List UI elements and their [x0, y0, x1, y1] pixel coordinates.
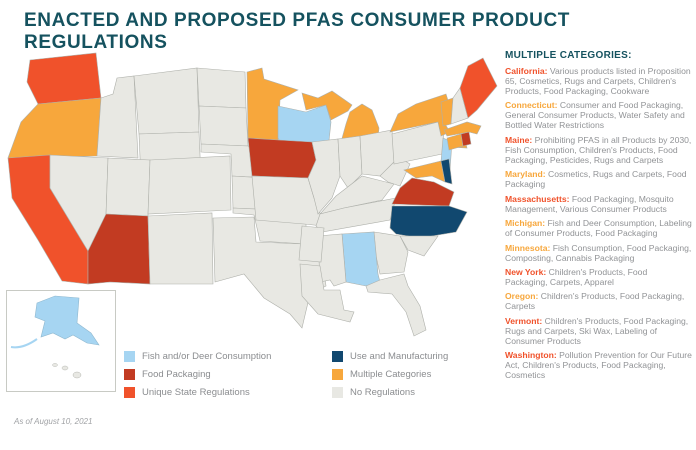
- state-entry-list: California: Various products listed in P…: [505, 66, 692, 381]
- state-new-mexico: [147, 212, 214, 285]
- state-entry: New York: Children's Products, Food Pack…: [505, 266, 692, 288]
- legend-label: Multiple Categories: [350, 368, 432, 380]
- state-entry-text: Children's Products, Food Packaging, Car…: [505, 266, 648, 287]
- legend-item: Use and Manufacturing: [332, 347, 448, 365]
- state-entry-text: Children's Products, Food Packaging, Car…: [505, 291, 685, 312]
- state-montana: [133, 67, 200, 135]
- legend-left-column: Fish and/or Deer Consumption Food Packag…: [124, 347, 271, 401]
- state-south-carolina: [399, 235, 439, 257]
- state-maine: [459, 57, 498, 119]
- alaska-aleutians: [10, 338, 38, 349]
- state-entry: Minnesota: Fish Consumption, Food Packag…: [505, 242, 692, 264]
- state-entry-text: Fish Consumption, Food Packaging, Compos…: [505, 242, 692, 263]
- state-entry-name: Vermont:: [505, 315, 543, 326]
- state-entry-text: Fish and Deer Consumption, Labeling of C…: [505, 218, 692, 239]
- state-entry-text: Prohibiting PFAS in all Products by 2030…: [505, 134, 692, 165]
- state-delaware: [440, 158, 453, 185]
- state-indiana: [337, 135, 363, 189]
- state-entry-text: Pollution Prevention for Our Future Act,…: [505, 350, 692, 381]
- state-entry: Washington: Pollution Prevention for Our…: [505, 350, 692, 381]
- alaska-hawaii-svg: [10, 295, 100, 379]
- state-entry-name: Minnesota:: [505, 242, 551, 253]
- state-hawaii-1: [52, 363, 58, 367]
- state-michigan-up: [301, 90, 353, 121]
- state-entry-text: Various products listed in Proposition 6…: [505, 66, 691, 96]
- state-colorado: [147, 155, 232, 215]
- state-utah: [105, 157, 151, 217]
- state-alabama: [341, 231, 381, 287]
- state-hawaii-3: [72, 371, 82, 379]
- sidebar-heading: MULTIPLE CATEGORIES:: [505, 50, 632, 61]
- state-entry: Michigan: Fish and Deer Consumption, Lab…: [505, 218, 692, 239]
- state-entry-name: Washington:: [505, 350, 557, 361]
- state-entry: Oregon: Children's Products, Food Packag…: [505, 291, 692, 312]
- legend-swatch: [124, 350, 135, 362]
- state-north-carolina: [389, 205, 468, 239]
- legend-item: Fish and/or Deer Consumption: [124, 347, 271, 365]
- state-louisiana: [299, 263, 355, 323]
- state-entry-name: California:: [505, 66, 548, 76]
- legend-swatch: [332, 386, 343, 398]
- state-entry-name: Maryland:: [505, 169, 546, 180]
- page-title: ENACTED AND PROPOSED PFAS CONSUMER PRODU…: [24, 10, 570, 53]
- legend-label: Use and Manufacturing: [350, 350, 449, 362]
- state-entry-text: Food Packaging, Mosquito Management, Var…: [505, 193, 674, 214]
- legend-label: Food Packaging: [142, 368, 211, 380]
- state-iowa: [247, 137, 317, 179]
- state-arkansas: [298, 225, 325, 263]
- legend-item: Multiple Categories: [332, 365, 448, 383]
- state-entry-name: New York:: [505, 266, 547, 277]
- state-entry: Maine: Prohibiting PFAS in all Products …: [505, 134, 692, 166]
- legend-item: Unique State Regulations: [124, 383, 271, 401]
- state-alaska: [34, 295, 100, 346]
- state-idaho: [96, 75, 139, 159]
- state-rhode-island: [460, 131, 472, 147]
- state-hawaii-2: [61, 365, 69, 371]
- state-florida: [365, 273, 427, 337]
- state-maryland: [403, 160, 446, 183]
- legend-swatch: [124, 368, 135, 380]
- state-entry-name: Massachusetts:: [505, 193, 570, 204]
- state-north-dakota: [196, 67, 247, 109]
- legend-right-column: Use and Manufacturing Multiple Categorie…: [332, 347, 448, 401]
- state-entry: Connecticut: Consumer and Food Packaging…: [505, 100, 692, 131]
- state-entry-name: Oregon:: [505, 291, 539, 302]
- state-entry: Vermont: Children's Products, Food Packa…: [505, 315, 692, 347]
- state-oregon: [7, 97, 102, 159]
- state-entry: Maryland: Cosmetics, Rugs and Carpets, F…: [505, 169, 692, 190]
- state-entry-name: Michigan:: [505, 218, 546, 229]
- multiple-categories-panel: MULTIPLE CATEGORIES: California: Various…: [505, 50, 692, 386]
- state-entry-text: Consumer and Food Packaging, General Con…: [505, 100, 685, 131]
- state-entry-name: Maine:: [505, 134, 533, 145]
- legend-swatch: [124, 386, 135, 398]
- legend-swatch: [332, 368, 343, 380]
- state-south-dakota: [198, 105, 249, 147]
- as-of-date: As of August 10, 2021: [14, 417, 93, 426]
- state-washington: [26, 52, 102, 105]
- state-entry: California: Various products listed in P…: [505, 66, 692, 97]
- legend-label: Fish and/or Deer Consumption: [142, 350, 272, 362]
- legend-label: Unique State Regulations: [142, 386, 250, 398]
- legend-swatch: [332, 350, 343, 362]
- state-massachusetts: [443, 121, 482, 137]
- state-entry: Massachusetts: Food Packaging, Mosquito …: [505, 193, 692, 215]
- legend-item: Food Packaging: [124, 365, 271, 383]
- legend-label: No Regulations: [350, 386, 415, 398]
- state-entry-text: Children's Products, Food Packaging, Rug…: [505, 315, 689, 346]
- state-entry-name: Connecticut:: [505, 100, 558, 111]
- legend-item: No Regulations: [332, 383, 448, 401]
- us-map: [7, 52, 498, 337]
- state-entry-text: Cosmetics, Rugs and Carpets, Food Packag…: [505, 169, 687, 190]
- alaska-hawaii-inset: [6, 290, 116, 392]
